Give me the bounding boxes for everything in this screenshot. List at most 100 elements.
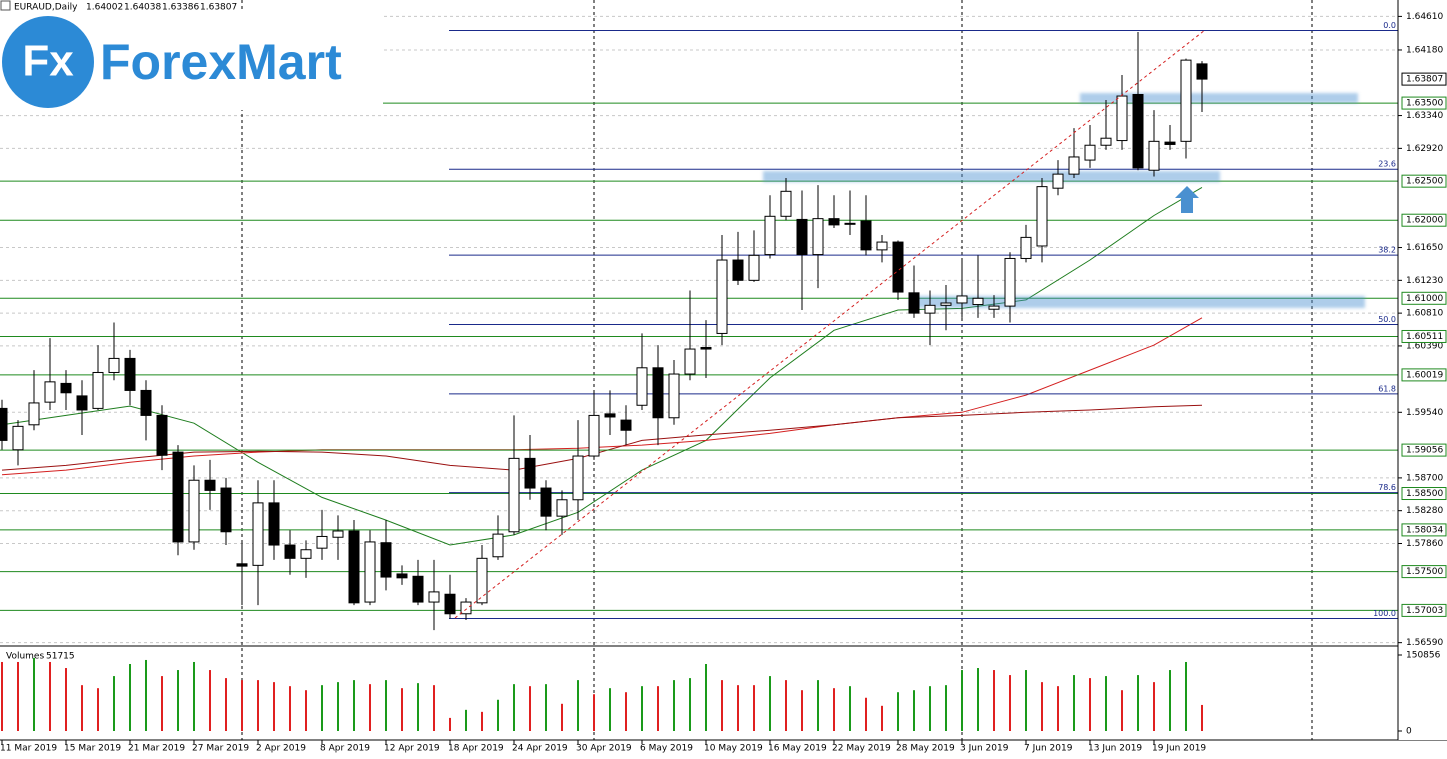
level-box — [1401, 96, 1447, 110]
candle-body — [476, 557, 488, 604]
fibo-label: 23.6 — [1378, 160, 1396, 169]
header-low: 1.63386 — [162, 3, 199, 13]
moving-average — [1, 404, 1203, 471]
candle-body — [1036, 186, 1048, 247]
candle-body — [1164, 141, 1176, 145]
header-open: 1.64002 — [86, 3, 123, 13]
candle-body — [444, 593, 456, 615]
candle-body — [12, 425, 24, 451]
fibo-trendline — [454, 29, 1206, 619]
candle-body — [828, 218, 840, 226]
candle-body — [268, 502, 280, 546]
level-box — [1401, 443, 1447, 457]
candle-body — [588, 414, 600, 457]
candle-body — [636, 367, 648, 406]
candle-body — [492, 533, 504, 558]
x-tick-label: 7 Jun 2019 — [1024, 744, 1073, 754]
candle-body — [156, 414, 168, 456]
price-label: 1.63807 — [1406, 75, 1443, 85]
level-label: 1.58500 — [1406, 489, 1443, 499]
candle-body — [604, 413, 616, 418]
fibo-label: 61.8 — [1378, 384, 1396, 393]
x-tick-label: 21 Mar 2019 — [128, 744, 185, 754]
candle-body — [380, 542, 392, 578]
candle-body — [860, 220, 872, 251]
candle-body — [44, 381, 56, 403]
fibo-label: 0.0 — [1383, 21, 1396, 30]
candle-body — [908, 292, 920, 314]
logo-name: ForexMart — [100, 34, 342, 90]
x-tick-label: 10 May 2019 — [704, 744, 763, 754]
x-tick-label: 19 Jun 2019 — [1152, 744, 1206, 754]
candle-body — [556, 499, 568, 517]
candle-body — [76, 395, 88, 411]
candle-body — [364, 541, 376, 603]
x-tick-label: 22 May 2019 — [832, 744, 891, 754]
level-label: 1.62000 — [1406, 216, 1443, 226]
level-box — [1401, 368, 1447, 382]
fibo-label: 78.6 — [1378, 483, 1396, 492]
fibonacci: 0.0 23.6 38.2 50.0 61.8 78.6 100.0 — [449, 21, 1398, 619]
candle-body — [796, 218, 808, 256]
level-box — [1401, 329, 1447, 343]
candle-body — [28, 402, 40, 426]
candle-body — [220, 487, 232, 533]
level-label: 1.57003 — [1406, 606, 1443, 616]
logo: Fx ForexMart — [0, 10, 383, 110]
x-tick-label: 24 Apr 2019 — [512, 744, 568, 754]
x-tick-label: 2 Apr 2019 — [256, 744, 306, 754]
x-tick-label: 6 May 2019 — [640, 744, 693, 754]
candle-body — [732, 259, 744, 281]
candle-body — [620, 419, 632, 431]
x-tick-label: 8 Apr 2019 — [320, 744, 370, 754]
y-tick-label: 1.58700 — [1406, 473, 1443, 483]
level-label: 1.61000 — [1406, 294, 1443, 304]
y-tick-label: 1.61230 — [1406, 276, 1443, 286]
candle-body — [1116, 95, 1128, 142]
header-close: 1.63807 — [200, 3, 237, 13]
y-tick-label: 1.56590 — [1406, 638, 1443, 648]
candle-body — [812, 218, 824, 256]
level-label: 1.57500 — [1406, 567, 1443, 577]
zone — [910, 296, 1365, 308]
level-label: 1.59056 — [1406, 446, 1443, 456]
fibo-label: 100.0 — [1373, 609, 1396, 618]
candle-body — [92, 371, 104, 409]
x-tick-label: 16 May 2019 — [768, 744, 827, 754]
level-label: 1.58034 — [1406, 525, 1443, 535]
logo-mark: Fx — [22, 37, 74, 86]
volume-tick-label: 150856 — [1406, 651, 1441, 661]
level-box — [1401, 291, 1447, 305]
level-label: 1.60019 — [1406, 370, 1443, 380]
x-tick-label: 27 Mar 2019 — [192, 744, 249, 754]
y-tick-label: 1.61650 — [1406, 243, 1443, 253]
candle-body — [748, 254, 760, 281]
level-box — [1401, 565, 1447, 579]
candle-body — [524, 457, 536, 489]
candle-body — [764, 215, 776, 256]
level-box — [1401, 213, 1447, 227]
candle-body — [684, 348, 696, 375]
x-tick-label: 30 Apr 2019 — [576, 744, 632, 754]
fibo-label: 38.2 — [1378, 246, 1396, 255]
candle-body — [348, 530, 360, 604]
candle-body — [956, 295, 968, 304]
candle-body — [572, 455, 584, 501]
fibo-label: 50.0 — [1378, 315, 1396, 324]
candle-body — [1052, 173, 1064, 189]
arrow-up — [1175, 186, 1199, 213]
candle-body — [844, 222, 856, 225]
candle-body — [1196, 63, 1208, 80]
y-tick-label: 1.60810 — [1406, 309, 1443, 319]
y-tick-label: 1.64180 — [1406, 45, 1443, 55]
candle-body — [140, 389, 152, 416]
volume-panel — [1, 657, 1203, 731]
volume-title: Volumes — [6, 652, 44, 662]
x-tick-label: 28 May 2019 — [896, 744, 955, 754]
y-tick-label: 1.62920 — [1406, 144, 1443, 154]
candle-body — [876, 241, 888, 251]
candle-body — [1100, 137, 1112, 146]
candle-body — [124, 357, 136, 391]
level-box — [1401, 174, 1447, 188]
